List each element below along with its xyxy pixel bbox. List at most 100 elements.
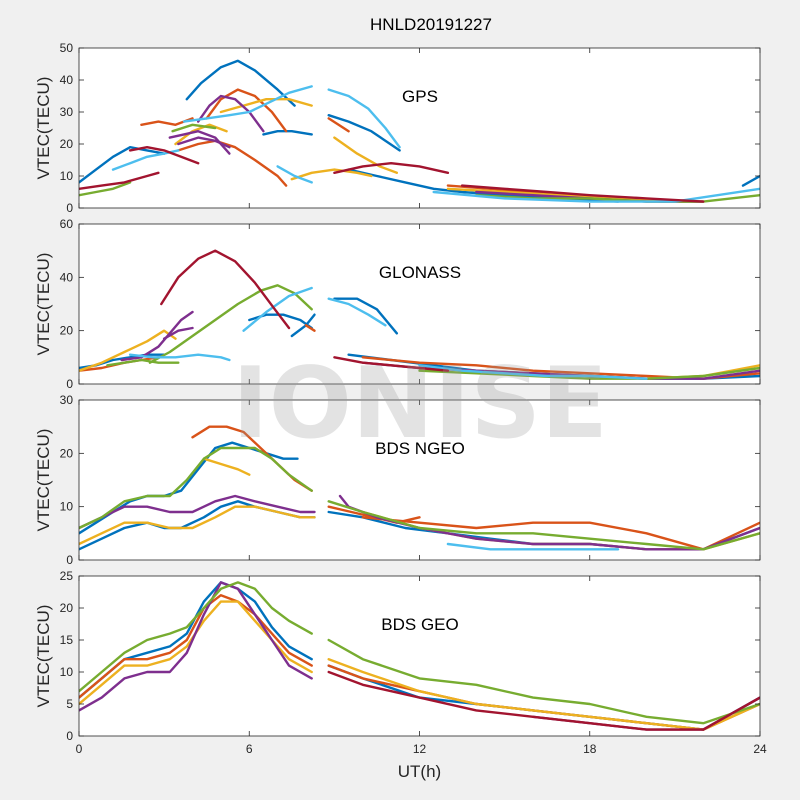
y-tick-label: 0 [66, 553, 73, 567]
y-tick-label: 50 [60, 41, 74, 55]
x-axis-label: UT(h) [398, 762, 441, 781]
series-group [79, 425, 760, 551]
series-line-29 [128, 145, 200, 165]
axes-background [79, 48, 760, 208]
y-tick-label: 20 [60, 601, 74, 615]
series-line-5 [741, 174, 760, 187]
y-tick-label: 5 [66, 697, 73, 711]
series-line-31 [460, 184, 705, 203]
series-line-9 [79, 494, 316, 530]
series-line-6 [205, 88, 288, 133]
series-line-5 [327, 658, 760, 731]
y-tick-label: 30 [60, 393, 74, 407]
x-tick-label: 6 [246, 742, 253, 756]
series-line-20 [79, 181, 132, 197]
y-tick-label: 15 [60, 633, 74, 647]
y-tick-label: 40 [60, 73, 74, 87]
series-line-21 [171, 123, 217, 133]
series-line-18 [327, 297, 387, 327]
axes-background [79, 224, 760, 384]
y-tick-label: 10 [60, 665, 74, 679]
series-group [79, 59, 760, 203]
series-line-11 [219, 97, 313, 114]
panel-label: BDS NGEO [375, 439, 465, 458]
series-line-6 [202, 457, 251, 476]
panel-label: GPS [402, 87, 438, 106]
series-line-27 [432, 187, 760, 203]
series-line-16 [196, 94, 265, 133]
y-axis-label: VTEC(TECU) [34, 605, 53, 708]
y-tick-label: 0 [66, 377, 73, 391]
series-group [79, 249, 760, 380]
series-line-10 [120, 310, 194, 362]
series-line-26 [276, 165, 313, 184]
y-tick-label: 60 [60, 217, 74, 231]
panel-3: 0 5 10 15 20 25 0 6 12 18 24 VTEC(TECU) BDS GEO UT(h) [34, 569, 767, 781]
series-line-0 [185, 59, 296, 107]
series-line-21 [333, 356, 450, 372]
series-line-20 [160, 249, 291, 330]
y-tick-label: 25 [60, 569, 74, 583]
y-tick-label: 20 [60, 137, 74, 151]
y-tick-label: 0 [66, 729, 73, 743]
series-line-19 [418, 364, 648, 380]
y-axis-label: VTEC(TECU) [34, 429, 53, 532]
y-axis-label: VTEC(TECU) [34, 77, 53, 180]
series-line-3 [333, 297, 398, 335]
series-line-25 [327, 88, 401, 149]
series-line-17 [242, 286, 313, 332]
x-tick-label: 12 [413, 742, 427, 756]
panel-2: 0 10 20 30 VTEC(TECU) BDS NGEO [34, 393, 761, 567]
series-line-12 [174, 123, 228, 146]
series-line-7 [79, 505, 316, 546]
x-tick-label: 24 [753, 742, 767, 756]
series-line-13 [333, 136, 398, 175]
panel-label: GLONASS [379, 263, 461, 282]
series-line-10 [327, 670, 760, 731]
series-line-28 [79, 171, 160, 191]
panel-0: 0 10 20 30 40 50 VTEC(TECU) GPS [34, 41, 761, 215]
series-line-15 [418, 366, 760, 380]
series-line-9 [327, 638, 760, 725]
series-line-14 [290, 168, 373, 181]
y-tick-label: 20 [60, 446, 74, 460]
y-tick-label: 10 [60, 169, 74, 183]
series-line-6 [304, 324, 316, 332]
x-tick-label: 18 [583, 742, 597, 756]
figure-title: HNLD20191227 [370, 15, 492, 34]
series-line-8 [79, 581, 313, 693]
watermark: IONISE [232, 347, 608, 461]
y-tick-label: 10 [60, 500, 74, 514]
y-tick-label: 20 [60, 324, 74, 338]
series-line-11 [162, 326, 194, 340]
y-tick-label: 40 [60, 270, 74, 284]
panel-label: BDS GEO [381, 615, 458, 634]
series-line-18 [177, 136, 231, 149]
x-tick-label: 0 [76, 742, 83, 756]
series-line-6 [79, 581, 313, 712]
panel-1: 0 20 40 60 VTEC(TECU) GLONASS [34, 217, 761, 391]
series-line-5 [361, 516, 760, 551]
series-line-3 [327, 113, 401, 152]
series-line-24 [182, 85, 313, 123]
series-line-8 [79, 329, 177, 372]
y-tick-label: 30 [60, 105, 74, 119]
series-line-13 [148, 284, 313, 364]
series-line-16 [128, 353, 231, 362]
series-line-30 [333, 161, 450, 175]
series-line-14 [106, 358, 180, 367]
series-line-12 [327, 500, 760, 551]
series-line-22 [475, 193, 760, 203]
series-line-8 [177, 139, 288, 187]
y-axis-label: VTEC(TECU) [34, 253, 53, 356]
series-line-13 [446, 542, 620, 551]
y-tick-label: 0 [66, 201, 73, 215]
axes-background [79, 576, 760, 736]
series-group [79, 581, 760, 731]
series-line-15 [446, 187, 677, 203]
series-line-9 [327, 117, 350, 133]
series-line-1 [79, 145, 166, 184]
series-line-11 [79, 446, 313, 530]
